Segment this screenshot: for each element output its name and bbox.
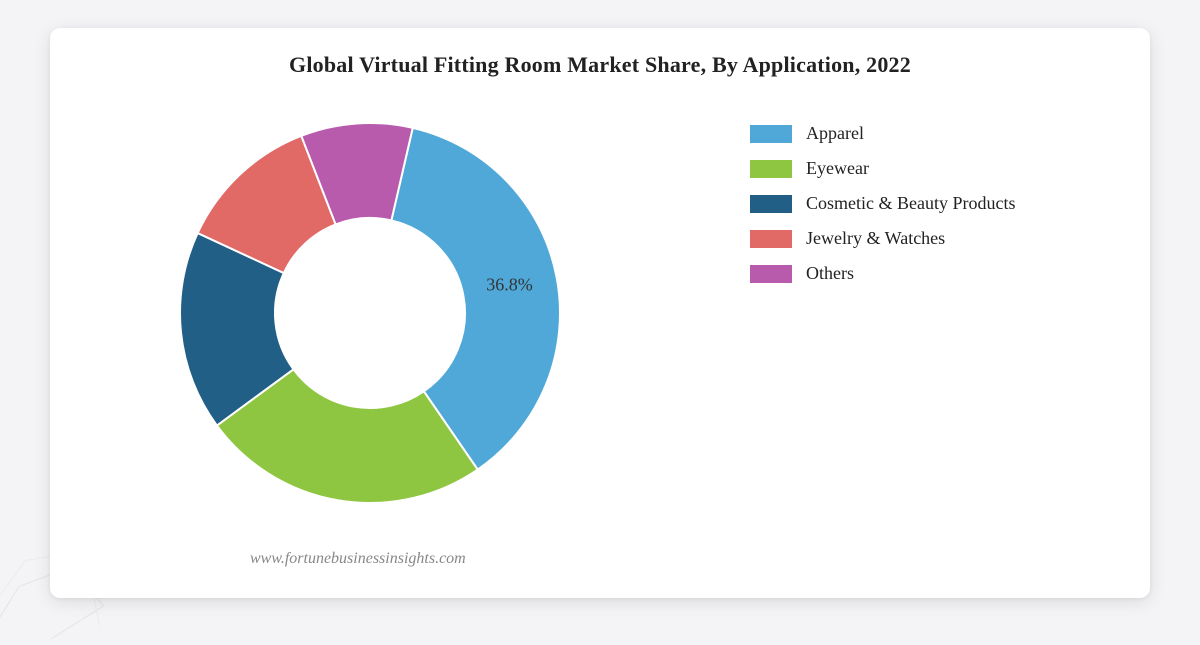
legend-swatch [750,125,792,143]
donut-chart: 36.8% [170,113,570,513]
legend-swatch [750,195,792,213]
legend-swatch [750,265,792,283]
legend-item: Eyewear [750,158,1110,179]
donut-hole [275,218,465,408]
legend-item: Cosmetic & Beauty Products [750,193,1110,214]
legend-label: Apparel [806,123,864,144]
legend-item: Others [750,263,1110,284]
chart-legend: Apparel Eyewear Cosmetic & Beauty Products… [750,123,1110,298]
legend-label: Others [806,263,854,284]
legend-label: Cosmetic & Beauty Products [806,193,1015,214]
chart-title: Global Virtual Fitting Room Market Share… [50,52,1150,78]
chart-source: www.fortunebusinessinsights.com [250,550,466,568]
legend-label: Jewelry & Watches [806,228,945,249]
legend-swatch [750,230,792,248]
legend-label: Eyewear [806,158,869,179]
legend-swatch [750,160,792,178]
legend-item: Apparel [750,123,1110,144]
legend-item: Jewelry & Watches [750,228,1110,249]
chart-card: Global Virtual Fitting Room Market Share… [50,28,1150,598]
slice-pct-label: 36.8% [486,275,532,295]
